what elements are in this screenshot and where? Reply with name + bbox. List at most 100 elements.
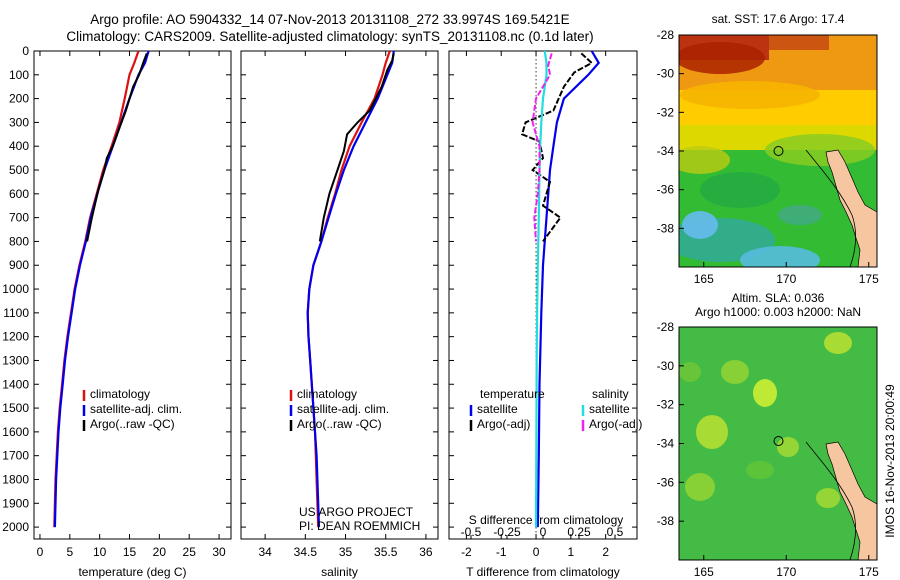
sst-map — [678, 34, 878, 268]
salinity-series-group — [306, 51, 395, 528]
temperature-series-2 — [86, 53, 148, 242]
project-label: US ARGO PROJECT — [299, 505, 414, 519]
salinity-xtick-label: 36 — [419, 545, 433, 559]
depth-tick-label: 900 — [9, 258, 29, 272]
differences-legend-entry: satellite — [589, 402, 630, 416]
sla-map — [678, 326, 878, 561]
temperature-xtick-label: 10 — [93, 545, 107, 559]
sst-map-ytick-label: -28 — [657, 28, 675, 42]
timestamp-stamp: IMOS 16-Nov-2013 20:00:49 — [883, 383, 897, 538]
depth-tick-label: 500 — [9, 163, 29, 177]
sla-map-xtick-label: 165 — [694, 565, 714, 579]
temperature-legend-entry: Argo(..raw -QC) — [90, 417, 175, 431]
temperature-xtick-label: 20 — [153, 545, 167, 559]
depth-tick-label: 1900 — [2, 496, 29, 510]
sla-map-title: Altim. SLA: 0.036 — [732, 291, 825, 305]
depth-tick-label: 1800 — [2, 472, 29, 486]
differences-series-group — [520, 51, 601, 528]
temperature-xtick-label: 30 — [212, 545, 226, 559]
depth-tick-label: 1300 — [2, 353, 29, 367]
depth-tick-label: 1500 — [2, 401, 29, 415]
depth-tick-label: 200 — [9, 92, 29, 106]
differences-series-1 — [520, 52, 594, 242]
depth-tick-label: 800 — [9, 234, 29, 248]
figure-title-line1: Argo profile: AO 5904332_14 07-Nov-2013 … — [90, 12, 570, 27]
sst-map-ytick-label: -34 — [657, 144, 675, 158]
differences-xlabel: T difference from climatology — [466, 565, 620, 579]
sst-map-xtick-label: 175 — [859, 272, 879, 286]
temperature-xtick-label: 25 — [183, 545, 197, 559]
salinity-xtick-label: 35.5 — [374, 545, 398, 559]
sla-map-subtitle: Argo h1000: 0.003 h2000: NaN — [695, 305, 861, 319]
differences-series-3 — [531, 53, 553, 242]
sla-map-ytick-label: -32 — [657, 398, 675, 412]
sst-map-ytick-label: -36 — [657, 183, 675, 197]
salinity-legend-entry: satellite-adj. clim. — [297, 402, 389, 416]
temperature-xtick-label: 0 — [37, 545, 44, 559]
sla-map-xtick-label: 175 — [859, 565, 879, 579]
sst-map-xtick-label: 170 — [776, 272, 796, 286]
temperature-series-group — [53, 51, 150, 528]
depth-tick-label: 1000 — [2, 282, 29, 296]
sla-map-axes: 165 170 175 -28 -30 -32 -34 -36 -38 — [657, 320, 879, 579]
sla-map-ytick-label: -34 — [657, 437, 675, 451]
depth-tick-label: 1400 — [2, 377, 29, 391]
sst-map-ytick-label: -32 — [657, 105, 675, 119]
differences-stick-label: 0.5 — [607, 525, 624, 539]
differences-xtick-label: 1 — [568, 545, 575, 559]
temperature-xtick-label: 15 — [123, 545, 137, 559]
differences-legend-entry: Argo(-adj) — [477, 417, 530, 431]
salinity-xtick-label: 34.5 — [294, 545, 318, 559]
depth-tick-label: 1200 — [2, 330, 29, 344]
depth-tick-label: 100 — [9, 68, 29, 82]
depth-tick-label: 600 — [9, 187, 29, 201]
depth-tick-label: 1700 — [2, 449, 29, 463]
depth-tick-label: 2000 — [2, 520, 29, 534]
salinity-xtick-label: 34 — [258, 545, 272, 559]
salinity-xlabel: salinity — [321, 565, 358, 579]
salinity-legend-entry: climatology — [297, 387, 357, 401]
differences-stick-label: -0.25 — [493, 525, 521, 539]
sst-map-ytick-label: -30 — [657, 67, 675, 81]
temperature-legend-entry: satellite-adj. clim. — [90, 402, 182, 416]
depth-tick-label: 300 — [9, 115, 29, 129]
sst-argo-marker — [773, 146, 784, 156]
depth-tick-label: 400 — [9, 139, 29, 153]
differences-legend-group-title: temperature — [480, 387, 545, 401]
pi-label: PI: DEAN ROEMMICH — [299, 519, 420, 533]
sla-map-ytick-label: -28 — [657, 320, 675, 334]
sst-map-title: sat. SST: 17.6 Argo: 17.4 — [712, 12, 845, 26]
salinity-series-1 — [306, 51, 395, 528]
differences-stick-label: 0 — [540, 525, 547, 539]
depth-tick-label: 1600 — [2, 425, 29, 439]
temperature-xtick-label: 5 — [66, 545, 73, 559]
differences-xtick-label: -1 — [496, 545, 507, 559]
differences-legend-group-title: salinity — [592, 387, 629, 401]
depth-tick-label: 1100 — [3, 306, 29, 320]
differences-panel: -2 -1 0 1 2 -0.5 -0.25 0 0.25 0.5S difference fro… — [448, 50, 642, 579]
differences-series-0 — [536, 51, 601, 528]
salinity-axes-box — [240, 50, 439, 540]
sst-map-xtick-label: 165 — [694, 272, 714, 286]
differences-top-xlabel: S difference from climatology — [469, 513, 624, 527]
sla-map-ytick-label: -36 — [657, 475, 675, 489]
differences-stick-label: 0.25 — [567, 525, 591, 539]
sst-map-axes: 165 170 175 -28 -30 -32 -34 -36 -38 — [657, 28, 879, 286]
temperature-legend-entry: climatology — [90, 387, 150, 401]
salinity-xtick-label: 35 — [339, 545, 353, 559]
temperature-axes-box — [33, 50, 232, 540]
differences-stick-label: -0.5 — [461, 525, 482, 539]
figure-title-line2: Climatology: CARS2009. Satellite-adjuste… — [66, 29, 594, 44]
depth-tick-label: 0 — [22, 44, 29, 58]
depth-tick-label: 700 — [9, 211, 29, 225]
differences-xtick-label: 0 — [533, 545, 540, 559]
sla-map-ytick-label: -38 — [657, 514, 675, 528]
salinity-panel: 34 34.5 35 35.5 36 salinity climatologysatelli… — [240, 50, 439, 579]
differences-xtick-label: 2 — [602, 545, 609, 559]
sla-argo-marker — [773, 436, 784, 446]
temperature-xlabel: temperature (deg C) — [78, 565, 186, 579]
differences-legend-entry: Argo(-adj) — [589, 417, 642, 431]
temperature-panel: 0 5 10 15 20 25 300100200300400500600700800900… — [2, 44, 232, 579]
sst-map-ytick-label: -38 — [657, 221, 675, 235]
